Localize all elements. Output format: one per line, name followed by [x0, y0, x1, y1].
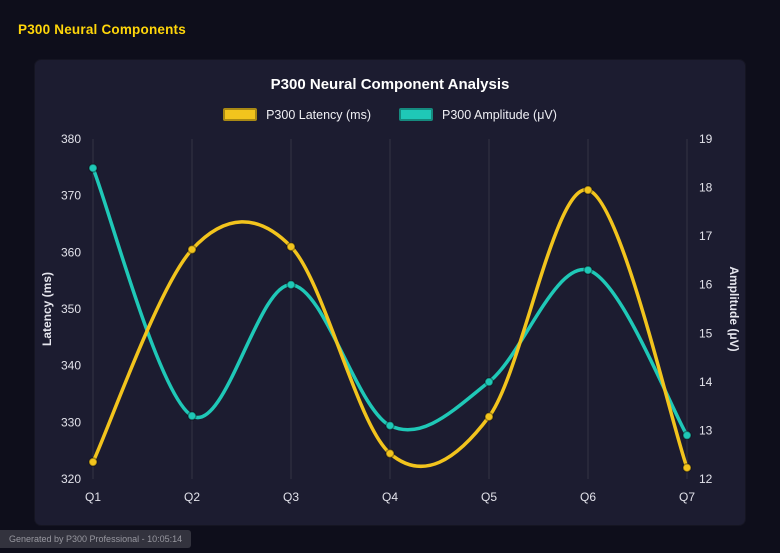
data-point: [484, 377, 494, 387]
footer-note: Generated by P300 Professional - 10:05:1…: [0, 530, 192, 548]
line-chart: Q1 Q2 Q3 Q4 Q5 Q6 Q7 320 330 340 350 360 370 380 12 13 1…: [40, 132, 741, 504]
chart-panel: P300 Neural Component Analysis P300 Late…: [35, 60, 745, 525]
x-tick-label: Q2: [184, 490, 200, 504]
data-point: [286, 241, 296, 252]
legend-item[interactable]: P300 Amplitude (μV): [399, 108, 557, 122]
right-tick-label: 13: [699, 423, 713, 437]
data-point: [682, 462, 692, 473]
chart-title: P300 Neural Component Analysis: [270, 76, 510, 93]
left-tick-label: 320: [61, 472, 81, 486]
left-tick-label: 380: [61, 132, 81, 146]
data-point: [484, 411, 494, 422]
data-point: [385, 420, 395, 431]
x-tick-label: Q4: [382, 490, 398, 504]
right-axis-title: Amplitude (μV): [727, 266, 741, 351]
legend-item[interactable]: P300 Latency (ms): [223, 108, 371, 122]
data-point: [187, 244, 197, 255]
data-point: [385, 448, 395, 459]
left-tick-label: 370: [61, 189, 81, 203]
right-tick-label: 18: [699, 181, 713, 195]
right-tick-label: 14: [699, 375, 713, 389]
x-tick-label: Q3: [283, 490, 299, 504]
data-point: [682, 430, 692, 441]
legend-swatch: [399, 108, 433, 121]
data-point: [88, 457, 98, 467]
left-tick-label: 360: [61, 245, 81, 259]
left-tick-label: 340: [61, 359, 81, 373]
data-point: [583, 265, 593, 275]
data-point: [583, 185, 593, 195]
left-tick-label: 330: [61, 415, 81, 429]
right-tick-label: 17: [699, 229, 713, 243]
data-point: [187, 411, 197, 421]
right-tick-label: 16: [699, 278, 713, 292]
left-tick-label: 350: [61, 302, 81, 316]
legend-swatch: [223, 108, 258, 121]
right-tick-label: 12: [699, 472, 713, 486]
chart-legend: P300 Latency (ms) P300 Amplitude (μV): [35, 106, 745, 123]
left-axis-title: Latency (ms): [40, 272, 54, 346]
right-tick-label: 15: [699, 326, 713, 340]
right-tick-label: 19: [699, 132, 713, 146]
data-point: [88, 163, 98, 173]
x-tick-label: Q6: [580, 490, 596, 504]
legend-label: P300 Latency (ms): [266, 107, 371, 122]
page-title: P300 Neural Components: [18, 22, 186, 37]
legend-label: P300 Amplitude (μV): [442, 107, 557, 122]
x-tick-label: Q7: [679, 490, 695, 504]
x-tick-label: Q1: [85, 490, 101, 504]
data-point: [286, 279, 296, 290]
x-tick-label: Q5: [481, 490, 497, 504]
